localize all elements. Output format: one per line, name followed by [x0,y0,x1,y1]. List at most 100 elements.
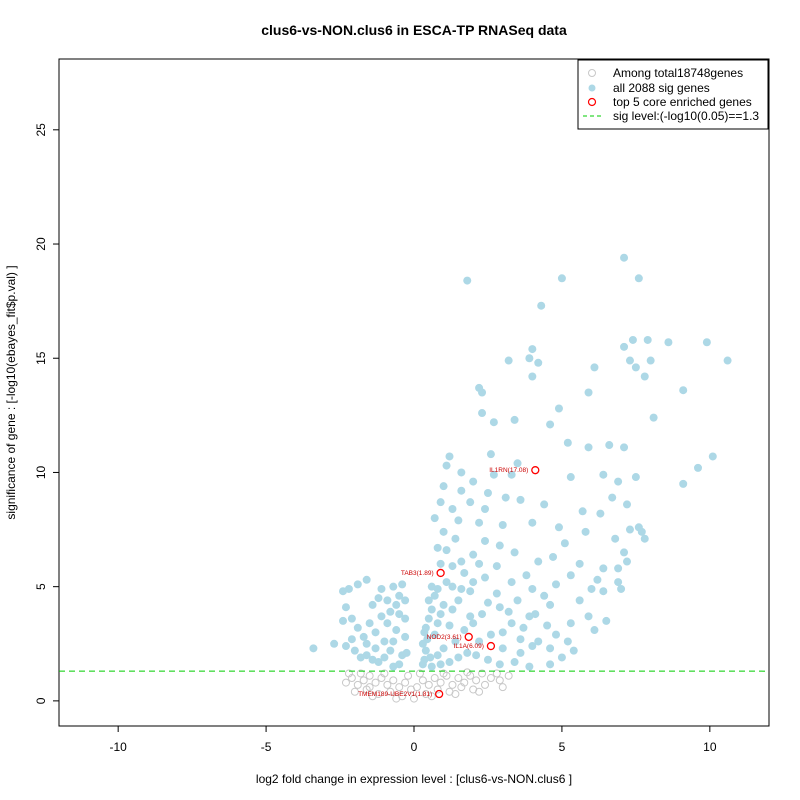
sig-point [513,596,522,605]
sig-point [557,274,566,283]
sig-point [362,575,371,584]
sig-point [353,580,362,589]
sig-point [330,639,339,648]
sig-point [537,301,546,310]
sig-point [584,388,593,397]
sig-point [347,614,356,623]
sig-point [481,573,489,582]
core-gene-point [486,641,496,651]
sig-point [596,509,605,518]
sig-point [640,534,649,543]
sig-point [362,639,371,648]
y-axis: 0 5 10 15 20 25 [34,123,59,704]
sig-point [368,600,377,609]
sig-point [679,386,688,395]
sig-point [599,470,608,479]
sig-point [546,600,555,609]
sig-point [457,486,466,495]
sig-point [560,539,569,548]
sig-point [457,557,466,566]
sig-point [466,587,475,596]
sig-point [442,578,451,587]
core-gene-point [464,632,473,642]
sig-point [475,518,484,527]
sig-point [519,623,528,632]
sig-point [436,660,445,669]
sig-point [451,534,460,543]
sig-point [546,644,555,653]
nonsig-point [475,687,484,696]
sig-point [534,557,543,566]
sig-point [534,637,543,646]
sig-point [625,525,634,534]
sig-point [469,619,478,628]
sig-point [498,644,507,653]
y-tick-label: 0 [34,697,48,704]
sig-point [702,338,711,347]
nonsig-point [495,676,504,685]
nonsig-point [404,671,413,680]
nonsig-point [383,680,392,689]
nonsig-point [418,676,427,685]
sig-point [664,338,673,347]
sig-point [389,662,398,671]
sig-point [339,616,347,625]
nonsig-point [341,678,350,687]
sig-point [442,546,451,555]
sig-point [554,404,563,413]
nonsig-point [415,669,424,678]
sig-point [510,415,519,424]
nonsig-point [412,683,421,692]
sig-point [554,523,563,532]
sig-point [546,660,555,669]
sig-point [528,372,537,381]
sig-point [590,363,599,372]
sig-point [424,596,433,605]
nonsig-point [365,671,374,680]
x-tick-label: -10 [109,740,127,754]
nonsig-point [401,678,410,687]
sig-point [528,345,537,354]
x-tick-label: -5 [261,740,272,754]
sig-point [454,653,463,662]
sig-point [608,493,617,502]
x-axis: -10 -5 0 5 10 [109,726,717,754]
sig-point [563,438,572,447]
sig-point [457,584,466,593]
nonsig-point [448,680,457,689]
sig-point [457,468,466,477]
sig-point [341,642,350,651]
nonsig-point [486,674,495,683]
sig-point [427,582,436,591]
x-tick-label: 0 [411,740,418,754]
sig-point [623,500,631,509]
core-gene-label: TMEM189-UBE2V1(1.81) [358,691,432,698]
sig-point [356,653,365,662]
nonsig-point [472,676,481,685]
sig-point [504,356,513,365]
nonsig-point [436,678,445,687]
y-tick-label: 10 [34,465,48,479]
sig-point [584,612,593,621]
sig-point [620,253,629,262]
sig-point [498,628,507,637]
sig-point [426,653,435,662]
sig-point [486,630,495,639]
sig-point [552,630,560,639]
legend-entry-total: Among total18748genes [613,66,743,80]
sig-point [395,591,404,600]
nonsig-point [478,669,487,678]
sig-point [495,660,504,669]
sig-point [472,651,481,660]
sig-point [439,644,448,653]
sig-point [646,356,655,365]
sig-point [620,443,629,452]
sig-point [448,605,457,614]
sig-point [380,653,389,662]
nonsig-point [427,692,436,701]
nonsig-point [410,694,418,703]
core-gene-point [434,689,444,699]
sig-point [492,589,501,598]
sig-points [309,98,732,671]
